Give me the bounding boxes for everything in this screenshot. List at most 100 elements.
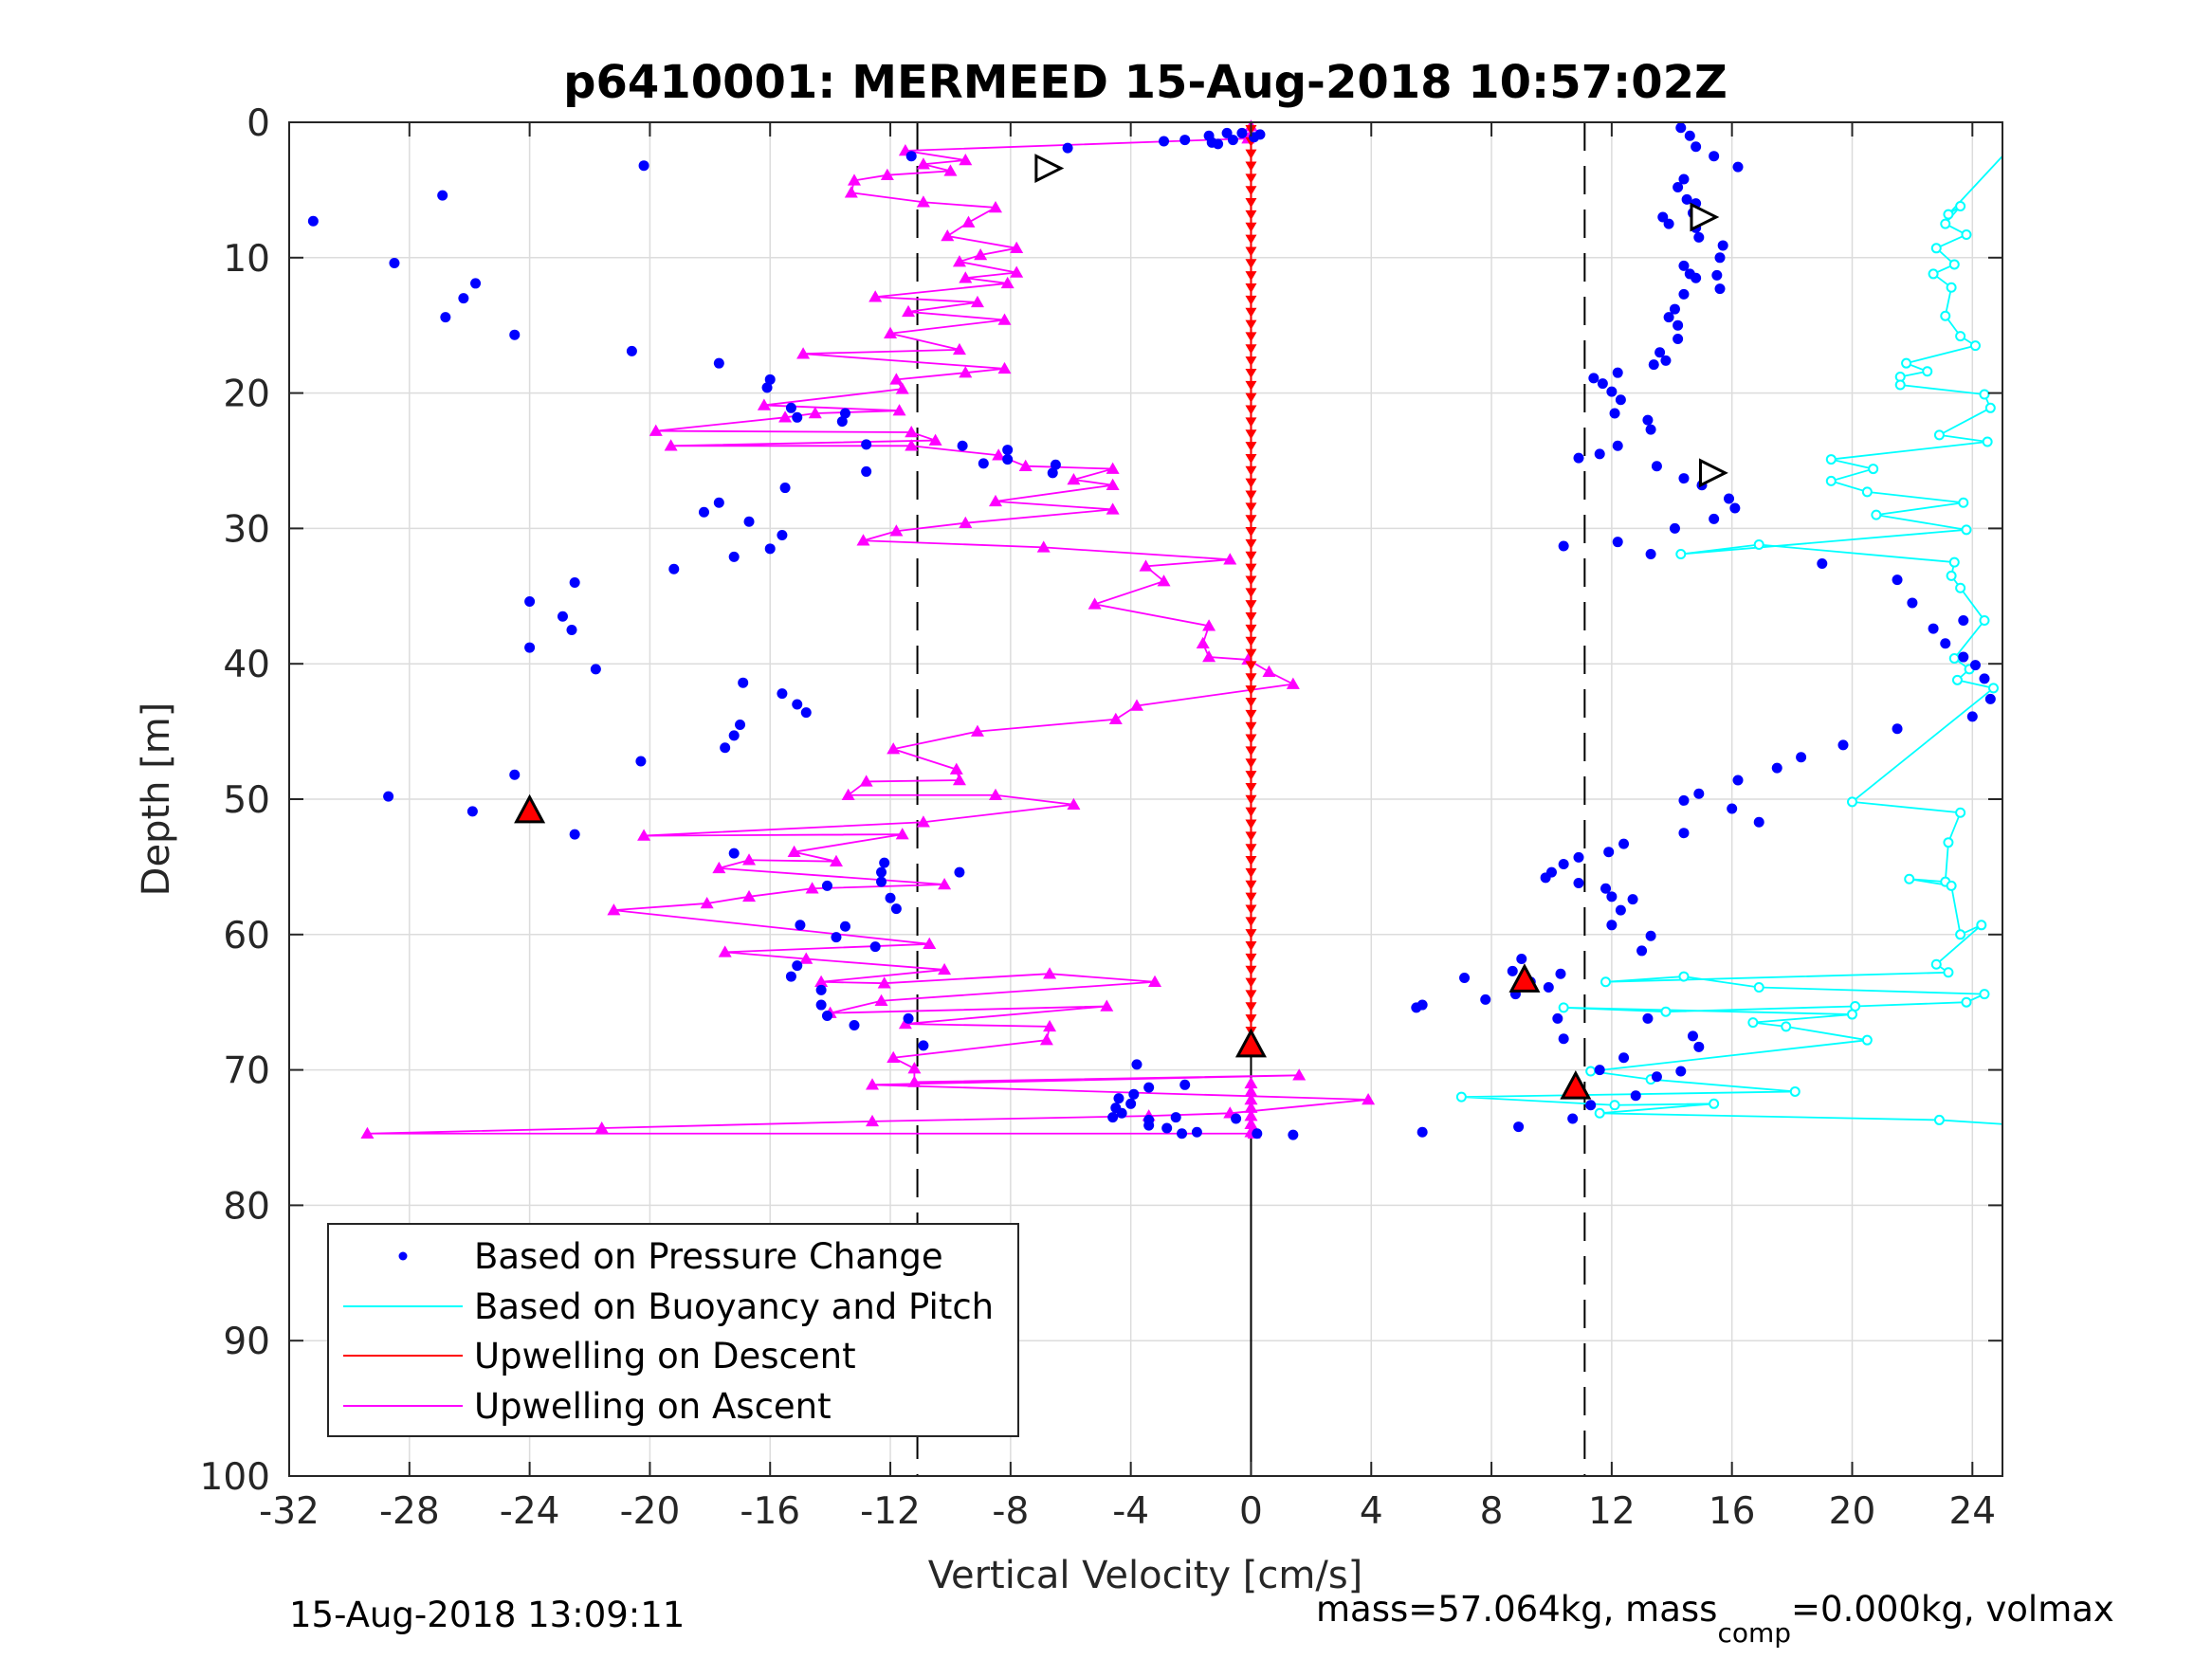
y-tick-label: 80 xyxy=(223,1185,270,1228)
descent-point xyxy=(1245,771,1257,781)
ascent-point xyxy=(889,524,904,537)
pressure-point xyxy=(668,563,680,574)
ascent-point xyxy=(607,903,621,916)
descent-point xyxy=(1245,527,1257,538)
pressure-point xyxy=(1597,378,1608,390)
pressure-point xyxy=(1979,673,1990,684)
y-tick-label: 40 xyxy=(223,644,270,686)
descent-point xyxy=(1245,222,1257,232)
ascent-point xyxy=(360,1126,375,1139)
descent-point xyxy=(1245,442,1257,452)
descent-point xyxy=(1245,332,1257,342)
legend-pressure-label: Based on Pressure Change xyxy=(474,1236,943,1277)
x-tick-label: 12 xyxy=(1588,1490,1636,1533)
pressure-point xyxy=(1612,537,1623,548)
pressure-point xyxy=(1753,816,1764,828)
descent-point xyxy=(1245,758,1257,769)
ascent-point xyxy=(943,164,958,176)
pressure-point xyxy=(458,293,469,304)
pressure-point xyxy=(861,465,872,477)
x-tick-label: -16 xyxy=(740,1490,800,1533)
pressure-point xyxy=(869,941,881,953)
pressure-point xyxy=(1179,1079,1191,1090)
pressure-point xyxy=(1125,1098,1137,1109)
x-tick-label: -4 xyxy=(1112,1490,1149,1533)
buoyancy-point xyxy=(1976,920,1987,931)
ascent-point xyxy=(1067,797,1081,810)
x-tick-label: -32 xyxy=(259,1490,320,1533)
pressure-point xyxy=(638,160,649,172)
ascent-point xyxy=(1106,478,1120,490)
descent-point xyxy=(1245,210,1257,221)
pressure-point xyxy=(785,971,796,982)
buoyancy-point xyxy=(1901,357,1912,369)
pressure-point xyxy=(698,506,709,518)
annotation-markers xyxy=(514,154,1728,1100)
buoyancy-point xyxy=(1946,570,1957,581)
ascent-point xyxy=(952,255,966,267)
pressure-point xyxy=(821,880,832,891)
pressure-point xyxy=(1673,182,1684,193)
pressure-point xyxy=(1729,502,1741,514)
pressure-point xyxy=(1693,788,1705,799)
ascent-point xyxy=(959,153,973,166)
ascent-point xyxy=(961,215,976,228)
pressure-point xyxy=(761,382,773,393)
pressure-point xyxy=(1047,467,1058,479)
pressure-point xyxy=(1678,173,1690,185)
ascent-point xyxy=(907,1075,922,1087)
pressure-point xyxy=(1513,1121,1525,1133)
ascent-point xyxy=(916,157,930,170)
pressure-point xyxy=(1594,1065,1605,1076)
buoyancy-point xyxy=(1979,989,1990,1000)
pressure-point xyxy=(831,932,842,943)
buoyancy-point xyxy=(1969,340,1981,352)
pressure-point xyxy=(720,742,731,754)
pressure-point xyxy=(1645,930,1656,941)
y-axis-ticks: 0 10 20 30 40 50 60 70 80 90 100 xyxy=(200,102,2002,1499)
pressure-point xyxy=(1252,1128,1263,1139)
ascent-point xyxy=(742,853,757,866)
buoyancy-point xyxy=(1558,1002,1569,1013)
pressure-point xyxy=(735,719,746,730)
buoyancy-point xyxy=(1930,958,1942,970)
descent-point xyxy=(1245,453,1257,465)
pressure-point xyxy=(1717,240,1728,251)
descent-point xyxy=(1245,271,1257,282)
legend-ascent-label: Upwelling on Ascent xyxy=(474,1386,832,1427)
descent-point xyxy=(1245,380,1257,392)
buoyancy-point xyxy=(1933,429,1945,441)
ascent-point xyxy=(941,228,955,242)
buoyancy-point xyxy=(1781,1021,1792,1032)
footer-timestamp: 15-Aug-2018 13:09:11 xyxy=(289,1595,685,1635)
ascent-point xyxy=(988,494,1002,507)
y-axis-label: Depth [m] xyxy=(135,702,178,897)
pressure-point xyxy=(1606,386,1618,397)
buoyancy-point xyxy=(1675,549,1687,560)
pressure-point xyxy=(713,497,724,508)
descent-point xyxy=(1245,892,1257,902)
ascent-point xyxy=(805,882,819,894)
ascent-point xyxy=(1157,574,1171,587)
descent-point xyxy=(1245,965,1257,975)
buoyancy-point xyxy=(1948,259,1960,270)
descent-point xyxy=(1245,417,1257,428)
ascent-point xyxy=(637,829,651,841)
descent-point xyxy=(1245,515,1257,525)
descent-point xyxy=(1245,588,1257,598)
pressure-point xyxy=(1618,838,1630,849)
pressure-point xyxy=(821,1010,832,1021)
pressure-point xyxy=(569,829,580,840)
pressure-point xyxy=(905,151,917,162)
pressure-point xyxy=(918,1040,929,1051)
buoyancy-point xyxy=(1861,486,1873,498)
pressure-point xyxy=(1459,972,1471,983)
pressure-point xyxy=(1573,851,1584,863)
descent-point xyxy=(1245,563,1257,574)
y-tick-label: 0 xyxy=(247,102,270,145)
buoyancy-point xyxy=(1982,436,1993,447)
ascent-point xyxy=(892,404,906,416)
x-axis-label: Vertical Velocity [cm/s] xyxy=(928,1554,1363,1597)
pressure-point xyxy=(777,688,788,700)
pressure-point xyxy=(1254,129,1266,140)
